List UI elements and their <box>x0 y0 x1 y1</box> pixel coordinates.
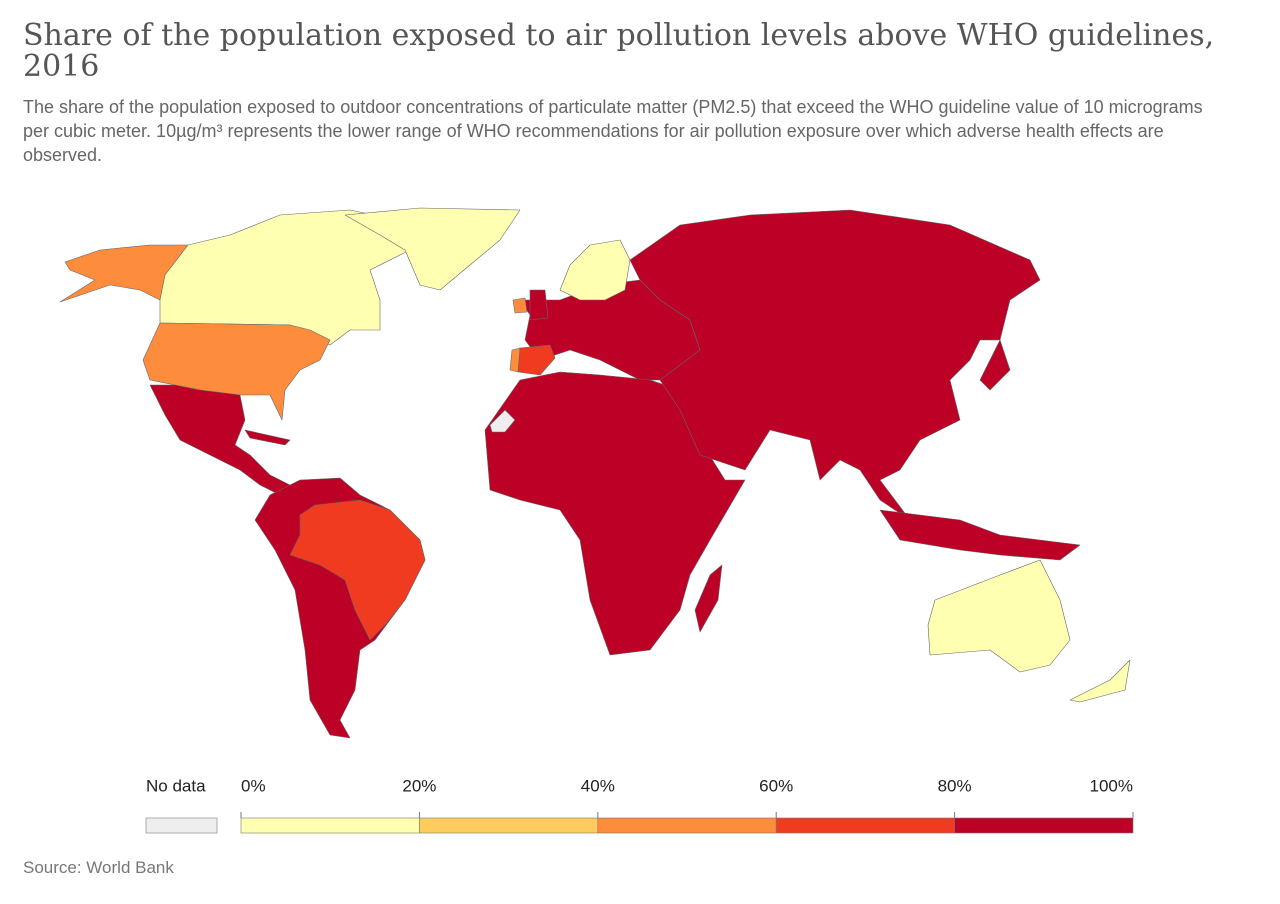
region <box>59 244 189 303</box>
source: Source: World Bank <box>23 858 174 877</box>
region <box>484 371 746 656</box>
region <box>879 509 1081 561</box>
legend-tick-label: 40% <box>581 776 615 795</box>
world-map <box>59 207 1131 739</box>
legend-tick-label: 80% <box>938 776 972 795</box>
legend-no-data-label: No data <box>146 776 206 795</box>
region <box>244 429 291 446</box>
legend-bin <box>775 817 955 834</box>
region <box>289 499 426 641</box>
legend-tick-label: 100% <box>1090 776 1133 795</box>
region <box>1069 659 1131 703</box>
legend-tick-label: 20% <box>402 776 436 795</box>
region <box>979 339 1011 391</box>
region <box>512 297 528 314</box>
region <box>927 559 1071 673</box>
legend-bin <box>597 817 777 834</box>
chart-title: Share of the population exposed to air p… <box>23 18 1215 84</box>
region <box>159 209 421 346</box>
region <box>149 384 301 501</box>
region <box>529 289 549 321</box>
region <box>517 344 556 376</box>
region <box>344 207 521 291</box>
legend-bin <box>240 817 420 834</box>
region <box>694 564 723 633</box>
chart-subtitle: The share of the population exposed to o… <box>23 97 1203 165</box>
region <box>142 322 331 421</box>
legend-tick-label: 0% <box>241 776 266 795</box>
region <box>629 209 1041 521</box>
legend-tick-label: 60% <box>759 776 793 795</box>
region <box>559 239 631 301</box>
legend-bin <box>419 817 599 834</box>
legend: No data 0% 20% 40% 60% 80% 100% <box>145 776 1134 834</box>
legend-no-data-swatch <box>145 817 218 834</box>
region <box>489 409 516 433</box>
region <box>509 347 521 373</box>
legend-bin <box>954 817 1134 834</box>
